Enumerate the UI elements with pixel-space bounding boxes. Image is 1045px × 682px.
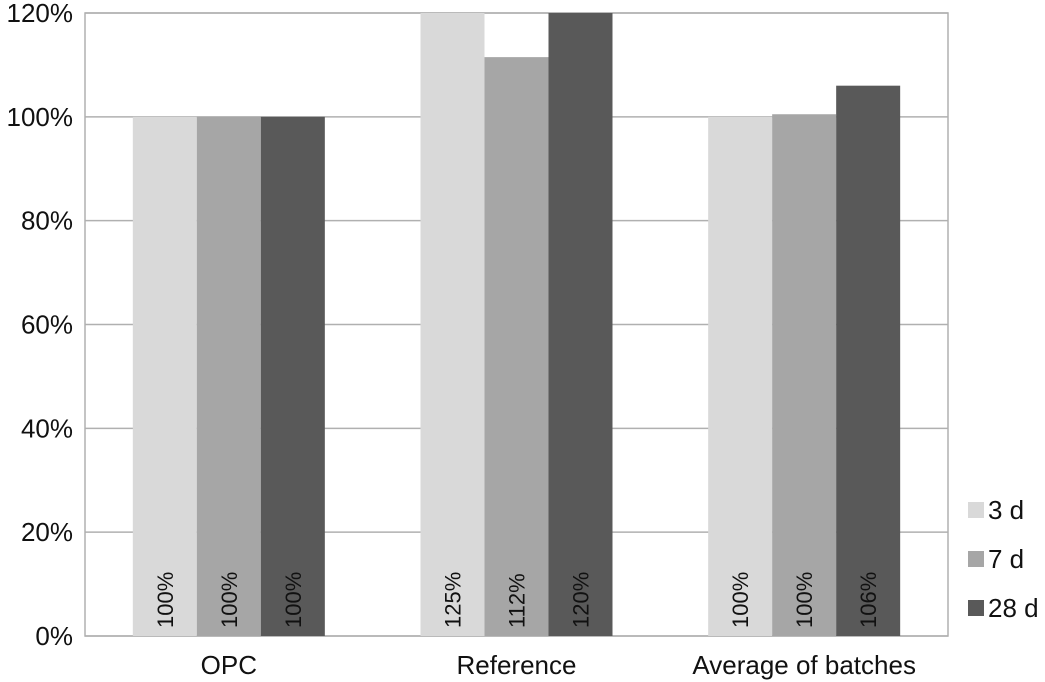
bar-28d-1 [548, 13, 613, 636]
y-tick-label: 100% [7, 102, 74, 132]
legend-label: 28 d [988, 593, 1039, 623]
bars-layer: 100% 100% 100% 125% 112% 120% 100% 100% 106% [132, 13, 901, 637]
legend-swatch [968, 551, 984, 567]
bar-7d-1 [484, 57, 549, 637]
y-tick-label: 120% [7, 0, 74, 28]
bar-value-label: 100% [728, 572, 753, 628]
bar-3d-2 [708, 116, 773, 637]
x-category-label: Average of batches [692, 650, 916, 680]
bar-value-label: 106% [856, 572, 881, 628]
bar-3d-0 [132, 116, 197, 637]
bar-7d-0 [196, 116, 261, 637]
bar-28d-2 [836, 85, 901, 636]
legend: 3 d 7 d 28 d [968, 495, 1039, 623]
legend-swatch [968, 600, 984, 616]
y-tick-label: 60% [21, 310, 73, 340]
y-tick-label: 0% [35, 621, 73, 651]
legend-swatch [968, 502, 984, 518]
bar-7d-2 [772, 114, 837, 637]
x-category-label: OPC [201, 650, 257, 680]
y-tick-label: 80% [21, 206, 73, 236]
bar-value-label: 120% [569, 572, 594, 628]
bar-value-label: 100% [281, 572, 306, 628]
y-tick-label: 40% [21, 413, 73, 443]
x-category-label: Reference [457, 650, 577, 680]
bar-28d-0 [260, 116, 325, 637]
legend-label: 7 d [988, 544, 1024, 574]
bar-value-label: 125% [441, 572, 466, 628]
axis-layer: 0% 20% 40% 60% 80% 100% 120% OPC Reference Averag… [7, 0, 916, 680]
bar-value-label: 100% [153, 572, 178, 628]
bar-value-label: 112% [505, 573, 530, 628]
y-tick-label: 20% [21, 517, 73, 547]
bar-3d-1 [420, 13, 485, 636]
bar-value-label: 100% [792, 572, 817, 628]
bar-value-label: 100% [217, 572, 242, 628]
legend-label: 3 d [988, 495, 1024, 525]
